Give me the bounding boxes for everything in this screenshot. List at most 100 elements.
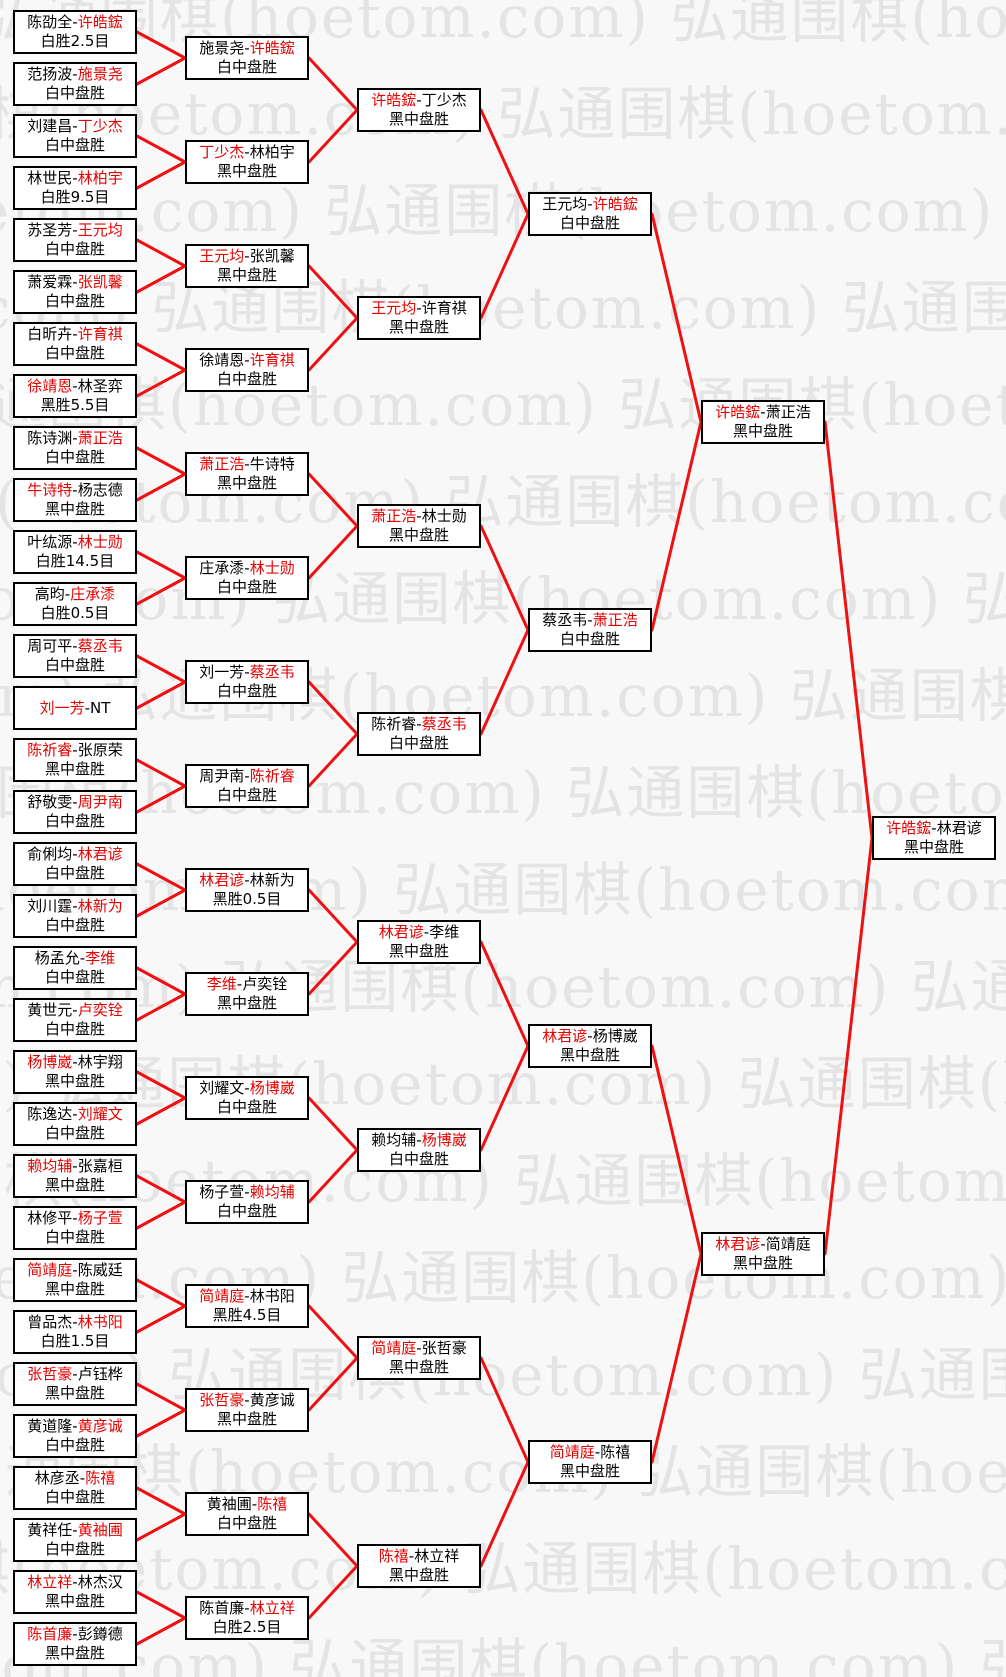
player-a: 陈禧 [378,1547,409,1565]
match-players: 范扬波-施景尧 [27,65,123,83]
bracket-connector [135,1174,187,1204]
player-a: 周尹南 [199,767,245,785]
match-result: 白中盘胜 [44,1124,105,1142]
bracket-connector [135,1408,187,1438]
player-a: 许皓鋐 [715,403,761,421]
match-result: 黑中盘胜 [732,1254,793,1272]
match-players: 陈祈睿-蔡丞韦 [371,715,467,733]
match-players: 庄承潻-林士勋 [199,559,295,577]
match-result: 白中盘胜 [44,292,105,310]
bracket-connector [479,108,530,216]
player-a: 林彦丞 [34,1469,80,1487]
match-box-round-of-32-3: 王元均-张凯馨 黑中盘胜 [185,244,309,288]
player-a: 苏圣芳 [27,221,73,239]
player-a: 丁少杰 [199,143,245,161]
bracket-connector [307,1304,359,1360]
player-a: 杨孟允 [34,949,80,967]
bracket-connector [307,316,359,372]
match-players: 刘一芳-蔡丞韦 [199,663,295,681]
player-a: 萧正浩 [199,455,245,473]
match-players: 简靖庭-陈禧 [549,1443,631,1461]
match-result: 黑中盘胜 [732,422,793,440]
bracket-connector [307,888,359,944]
player-a: 陈诗渊 [27,429,73,447]
match-box-round-of-64-9: 陈诗渊-萧正浩 白中盘胜 [13,426,137,470]
match-players: 陈首廉-彭鐏德 [27,1625,123,1643]
match-box-round-of-64-29: 林彦丞-陈禧 白中盘胜 [13,1466,137,1510]
match-players: 林君谚-林新为 [199,871,295,889]
player-a: 牛诗特 [27,481,73,499]
match-result: 白中盘胜 [44,448,105,466]
match-box-quarterfinals-2: 蔡丞韦-萧正浩 白中盘胜 [528,608,652,652]
player-b: 王元均 [77,221,123,239]
player-a: 陈首廉 [199,1599,245,1617]
bracket-connector [135,446,187,476]
player-b: 蔡丞韦 [421,715,467,733]
player-a: 黄袖圃 [206,1495,252,1513]
match-box-round-of-64-23: 赖均辅-张嘉桓 黑中盘胜 [13,1154,137,1198]
bracket-connector [135,1200,187,1230]
match-box-semifinals-2: 林君谚-简靖庭 黑中盘胜 [701,1232,825,1276]
match-box-round-of-32-5: 萧正浩-牛诗特 黑中盘胜 [185,452,309,496]
player-a: 萧爱霖 [27,273,73,291]
match-result: 黑中盘胜 [44,1592,105,1610]
bracket-connector [479,628,530,736]
match-players: 刘川霆-林新为 [27,897,123,915]
player-a: 简靖庭 [199,1287,245,1305]
player-b: 李维 [85,949,116,967]
match-result: 白胜2.5目 [212,1618,282,1636]
match-box-quarterfinals-4: 简靖庭-陈禧 黑中盘胜 [528,1440,652,1484]
match-result: 黑中盘胜 [44,1644,105,1662]
match-box-round-of-64-2: 范扬波-施景尧 白中盘胜 [13,62,137,106]
player-a: 陈逸达 [27,1105,73,1123]
player-b: 林杰汉 [77,1573,123,1591]
player-b: 张凯馨 [77,273,123,291]
bracket-connector [307,1148,359,1204]
bracket-connector [135,30,187,60]
match-players: 周尹南-陈祈睿 [199,767,295,785]
match-box-round-of-32-9: 林君谚-林新为 黑胜0.5目 [185,868,309,912]
player-b: 林书阳 [77,1313,123,1331]
player-a: 林君谚 [199,871,245,889]
match-players: 施景尧-许皓鋐 [199,39,295,57]
match-box-round-of-64-17: 俞俐均-林君谚 白中盘胜 [13,842,137,886]
match-players: 王元均-许皓鋐 [542,195,638,213]
match-players: 王元均-许育祺 [371,299,467,317]
bracket-connector [307,264,359,320]
match-box-round-of-64-10: 牛诗特-杨志德 黑中盘胜 [13,478,137,522]
match-result: 白中盘胜 [388,1150,449,1168]
player-a: 王元均 [542,195,588,213]
match-box-round-of-64-21: 杨博崴-林宇翔 黑中盘胜 [13,1050,137,1094]
match-result: 白中盘胜 [559,214,620,232]
watermark-text: 弘通围棋(hoetom.com) 弘通围棋(hoetom.com) 弘通围棋(h… [0,1341,1006,1409]
match-players: 简靖庭-张哲豪 [371,1339,467,1357]
match-players: 陈禧-林立祥 [378,1547,460,1565]
player-a: 简靖庭 [27,1261,73,1279]
bracket-connector [479,940,530,1048]
bracket-connector [307,1356,359,1412]
player-b: 许育祺 [421,299,467,317]
bracket-connector [479,1044,530,1152]
watermark-text: 弘通围棋(hoetom.com) 弘通围棋(hoetom.com) 弘通围棋(h… [0,371,1006,439]
match-box-round-of-32-8: 周尹南-陈祈睿 白中盘胜 [185,764,309,808]
bracket-connector [135,1304,187,1334]
match-result: 白中盘胜 [44,1488,105,1506]
bracket-connector [135,680,187,710]
player-b: 林柏宇 [77,169,123,187]
player-b: 蔡丞韦 [249,663,295,681]
player-a: 林君谚 [542,1027,588,1045]
match-players: 黄世元-卢奕铨 [27,1001,123,1019]
match-box-round-of-64-19: 杨孟允-李维 白中盘胜 [13,946,137,990]
match-players: 曾品杰-林书阳 [27,1313,123,1331]
player-b: 林立祥 [249,1599,295,1617]
bracket-connector [479,524,530,632]
match-result: 黑中盘胜 [388,1358,449,1376]
player-a: 赖均辅 [27,1157,73,1175]
player-a: 黄祥任 [27,1521,73,1539]
bracket-connector [650,1044,703,1256]
player-b: 卢钰桦 [77,1365,123,1383]
match-box-semifinals-1: 许皓鋐-萧正浩 黑中盘胜 [701,400,825,444]
match-result: 黑中盘胜 [216,994,277,1012]
